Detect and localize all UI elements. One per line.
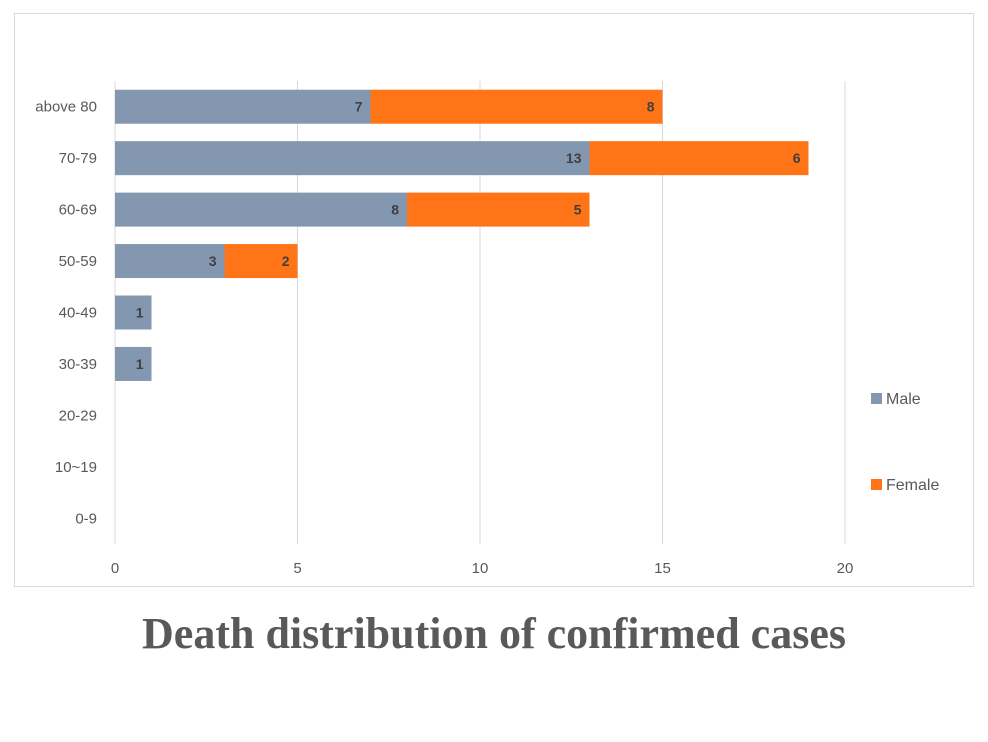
y-tick-label: 10~19 [55, 459, 97, 476]
bar-male-70-79 [115, 141, 590, 176]
bar-male-60-69 [115, 192, 407, 227]
y-tick-label: 20-29 [59, 407, 97, 424]
x-tick-label-0: 0 [111, 560, 119, 577]
x-tick-label-10: 10 [472, 560, 489, 577]
legend-swatch-female [871, 479, 882, 490]
stacked-bar-chart: 0 5 10 15 20 above 80 7 8 70-79 13 6 60-69 8 5 50-59 3 2… [35, 81, 939, 577]
y-tick-label: 70-79 [59, 150, 97, 167]
data-label-male: 3 [209, 253, 217, 269]
data-label-male: 13 [566, 150, 582, 166]
x-tick-label-20: 20 [837, 560, 854, 577]
bar-female-70-79 [589, 141, 809, 176]
y-tick-label: 50-59 [59, 253, 97, 270]
data-label-female: 8 [647, 99, 655, 115]
y-tick-label: 40-49 [59, 305, 97, 322]
x-tick-label-15: 15 [654, 560, 671, 577]
bar-female-above-80 [370, 89, 663, 124]
y-tick-label: above 80 [35, 99, 97, 116]
data-label-female: 6 [793, 150, 801, 166]
chart-caption: Death distribution of confirmed cases [142, 609, 846, 658]
legend-swatch-male [871, 393, 882, 404]
x-tick-label-5: 5 [293, 560, 301, 577]
y-tick-label: 60-69 [59, 202, 97, 219]
y-tick-label: 0-9 [75, 510, 97, 527]
bar-female-60-69 [407, 192, 590, 227]
data-label-male: 1 [136, 305, 144, 321]
legend-label-male: Male [886, 391, 921, 408]
bar-male-40-49 [115, 295, 152, 330]
data-label-female: 2 [282, 253, 290, 269]
bar-male-50-59 [115, 244, 225, 279]
data-label-female: 5 [574, 202, 582, 218]
bar-female-50-59 [224, 244, 298, 279]
data-label-male: 1 [136, 356, 144, 372]
data-label-male: 8 [391, 202, 399, 218]
bar-male-30-39 [115, 346, 152, 381]
data-label-male: 7 [355, 99, 363, 115]
y-tick-label: 30-39 [59, 356, 97, 373]
chart-frame: 0 5 10 15 20 above 80 7 8 70-79 13 6 60-69 8 5 50-59 3 2… [14, 13, 974, 587]
legend-label-female: Female [886, 477, 939, 494]
bar-male-above-80 [115, 89, 371, 124]
